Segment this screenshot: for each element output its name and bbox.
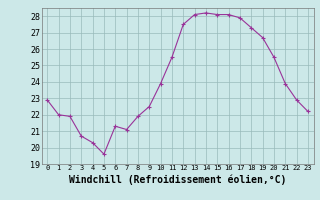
- X-axis label: Windchill (Refroidissement éolien,°C): Windchill (Refroidissement éolien,°C): [69, 174, 286, 185]
